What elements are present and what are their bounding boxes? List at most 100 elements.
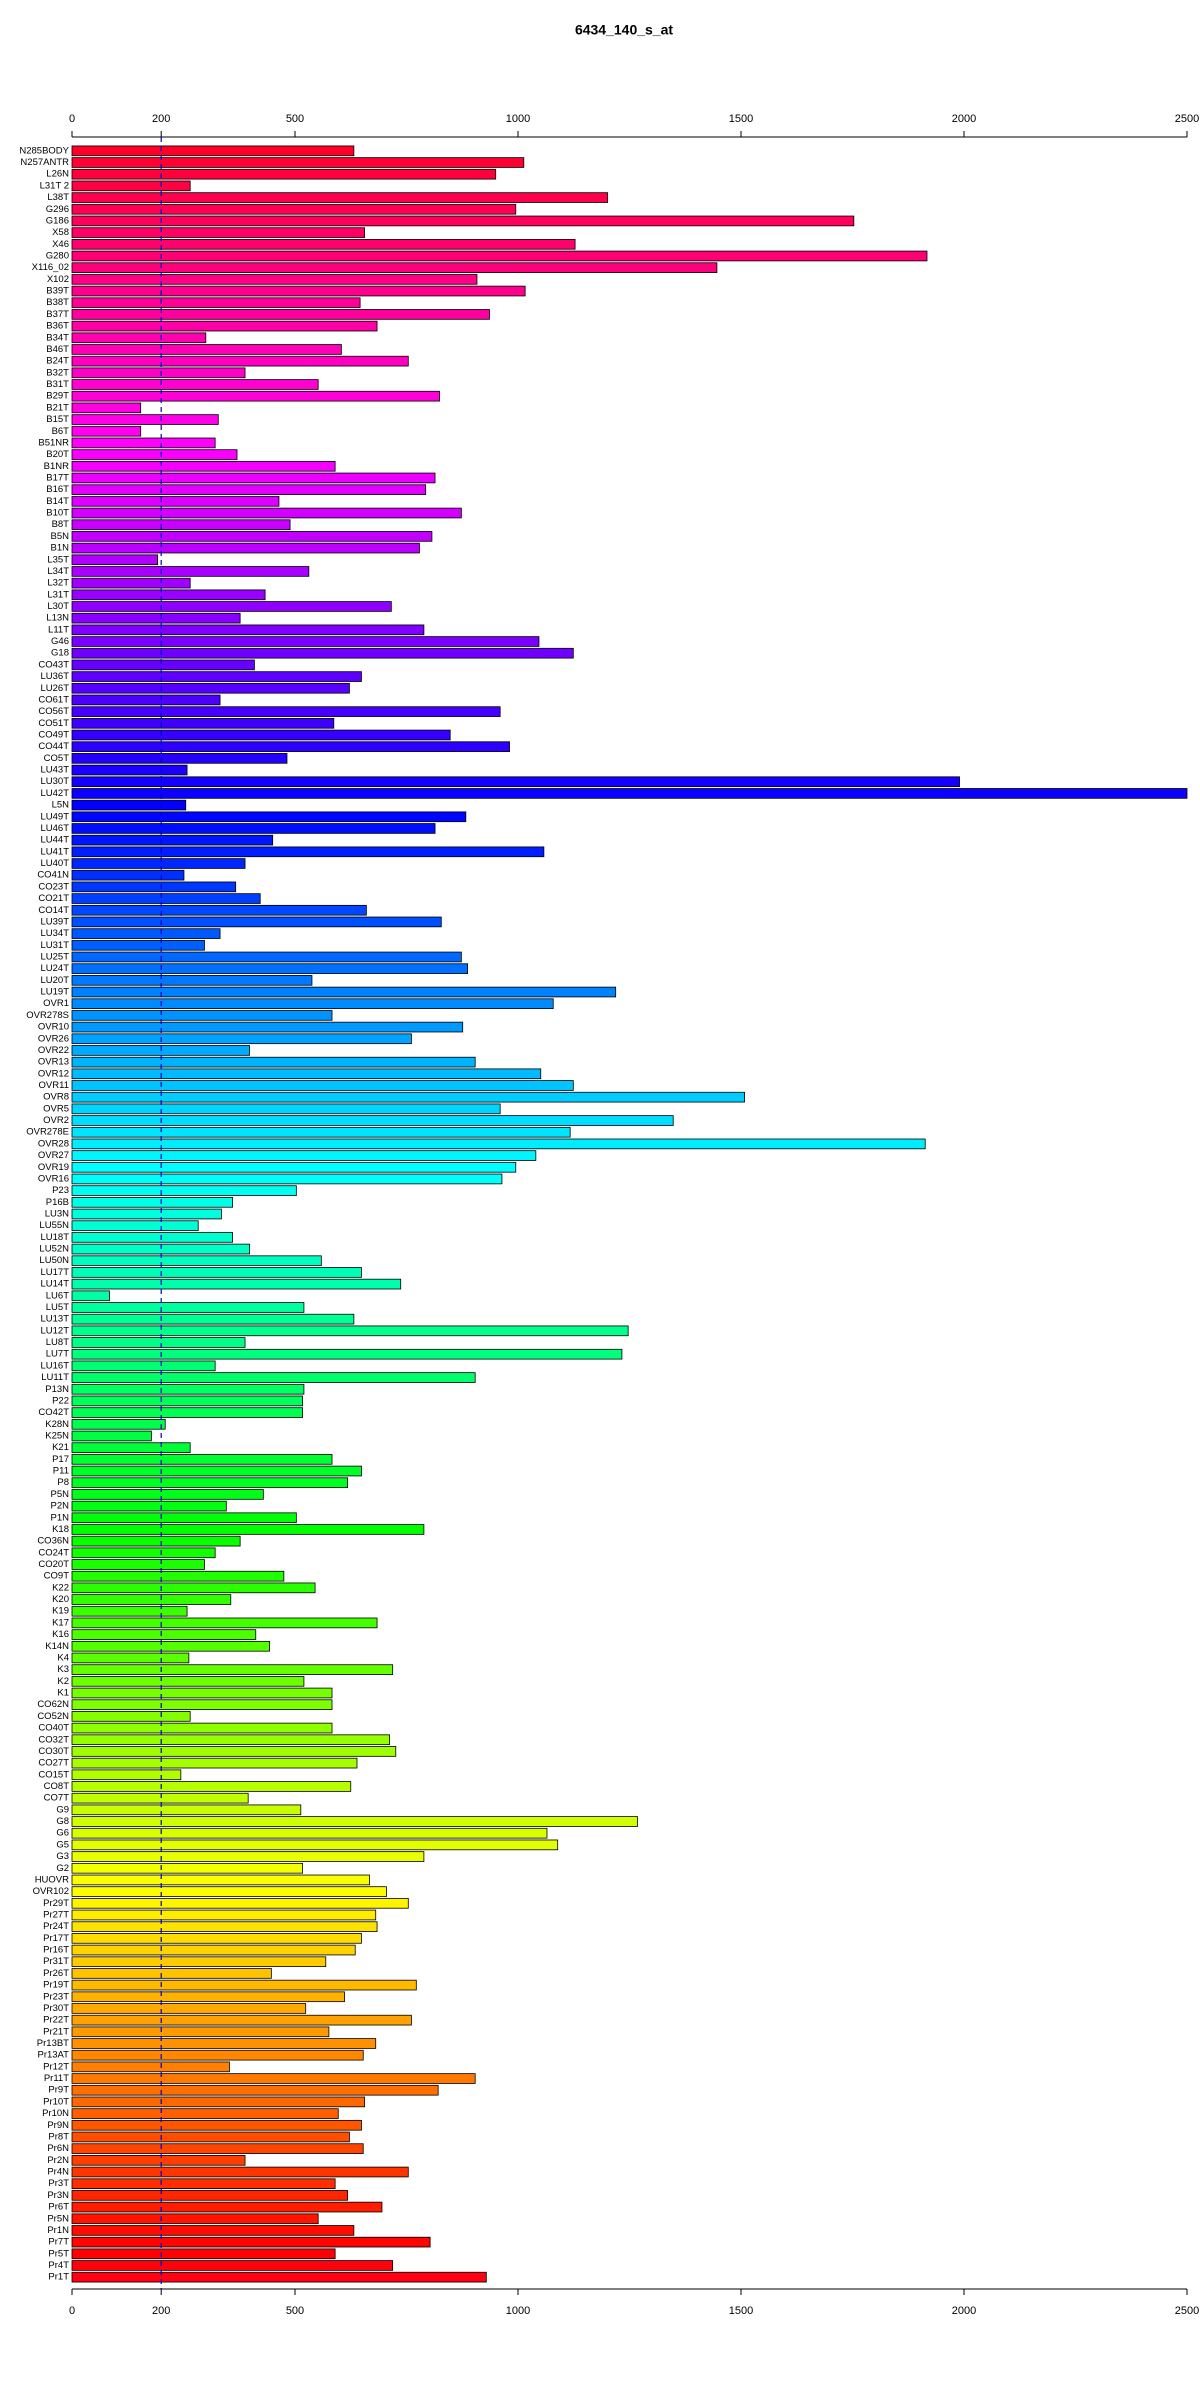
y-tick-label: B17T <box>46 472 69 483</box>
y-tick-label: L32T <box>47 578 69 589</box>
y-tick-label: B38T <box>46 297 69 308</box>
bar <box>71 647 574 659</box>
bar <box>71 916 442 928</box>
y-tick-label: Pr7T <box>48 2237 69 2248</box>
y-tick-label: B20T <box>46 449 69 460</box>
bar <box>71 1979 417 1991</box>
x-tick-label: 2000 <box>952 2305 976 2317</box>
bar <box>71 2225 355 2236</box>
y-tick-label: CO42T <box>38 1407 69 1418</box>
bar <box>71 2213 319 2225</box>
bar <box>71 928 221 939</box>
bar <box>71 1909 377 1921</box>
bar <box>71 1629 257 1640</box>
bar <box>71 1827 548 1839</box>
x-tick-label: 1500 <box>729 2305 753 2317</box>
y-tick-label: CO36N <box>37 1536 69 1547</box>
y-tick-label: B31T <box>46 379 69 390</box>
bar <box>71 2084 439 2096</box>
bar <box>71 729 451 741</box>
bar <box>71 566 310 577</box>
y-tick-label: OVR19 <box>38 1162 69 1173</box>
y-tick-label: Pr4N <box>47 2167 69 2178</box>
bar <box>71 1862 303 1874</box>
bar <box>71 1278 402 1290</box>
y-tick-label: L38T <box>47 192 69 203</box>
bar <box>71 1734 390 1746</box>
y-tick-label: CO41N <box>37 870 69 881</box>
y-tick-label: Pr13AT <box>37 2050 69 2061</box>
y-tick-label: L30T <box>47 601 69 612</box>
y-tick-label: CO61T <box>38 694 69 705</box>
y-tick-label: LU25T <box>40 951 69 962</box>
y-tick-label: LU31T <box>40 940 69 951</box>
y-tick-label: Pr5T <box>48 2248 69 2259</box>
bar <box>71 2096 365 2108</box>
bar <box>71 1173 503 1185</box>
bar <box>71 1407 303 1418</box>
y-tick-label: Pr5N <box>47 2213 69 2224</box>
bar <box>71 1337 246 1348</box>
y-tick-label: G280 <box>46 251 69 262</box>
y-tick-label: CO7T <box>44 1793 70 1804</box>
y-tick-label: LU8T <box>46 1337 69 1348</box>
y-tick-label: OVR278S <box>26 1010 69 1021</box>
bar <box>71 1033 412 1045</box>
bar <box>71 1652 190 1664</box>
bar <box>71 484 427 495</box>
bar <box>71 1115 674 1126</box>
bar <box>71 1430 152 1442</box>
y-tick-label: B15T <box>46 414 69 425</box>
bar <box>71 320 378 332</box>
y-tick-label: L5N <box>52 800 70 811</box>
y-tick-label: Pr3N <box>47 2190 69 2201</box>
y-tick-label: K4 <box>57 1652 69 1663</box>
bar <box>71 344 342 355</box>
y-tick-label: B37T <box>46 309 69 320</box>
y-tick-label: P23 <box>52 1185 69 1196</box>
bar <box>71 250 928 262</box>
y-tick-label: P22 <box>52 1395 69 1406</box>
bar <box>71 986 617 998</box>
y-tick-label: K19 <box>52 1606 69 1617</box>
y-tick-label: G8 <box>56 1816 69 1827</box>
bar <box>71 460 336 472</box>
y-tick-label: Pr21T <box>43 2026 69 2037</box>
bar <box>71 215 855 227</box>
bar <box>71 753 288 764</box>
bar <box>71 1570 285 1582</box>
bar <box>71 1991 345 2003</box>
y-tick-label: P17 <box>52 1454 69 1465</box>
y-tick-label: CO20T <box>38 1559 69 1570</box>
bar <box>71 1968 272 1979</box>
y-tick-label: N257ANTR <box>20 157 69 168</box>
bar <box>71 1056 476 1068</box>
bar <box>71 659 255 671</box>
bar <box>71 1395 303 1407</box>
bar <box>71 636 540 647</box>
y-tick-label: B21T <box>46 402 69 413</box>
bar <box>71 2038 377 2049</box>
bar <box>71 2061 230 2073</box>
y-tick-label: LU49T <box>40 811 69 822</box>
y-tick-label: CO40T <box>38 1723 69 1734</box>
x-tick-label: 200 <box>152 2305 170 2317</box>
bar <box>71 741 510 752</box>
bar <box>71 379 319 390</box>
bar <box>71 2260 394 2271</box>
bar <box>71 1372 476 1383</box>
y-tick-label: LU13T <box>40 1314 69 1325</box>
y-tick-label: B6T <box>52 426 70 437</box>
bar <box>71 1512 297 1524</box>
y-tick-label: LU50N <box>39 1255 69 1266</box>
y-tick-label: CO43T <box>38 659 69 670</box>
y-tick-label: CO5T <box>44 753 70 764</box>
bar <box>71 332 207 344</box>
y-tick-label: LU20T <box>40 975 69 986</box>
y-tick-label: B16T <box>46 484 69 495</box>
y-tick-label: Pr10N <box>42 2108 69 2119</box>
y-tick-label: Pr11T <box>44 2073 69 2084</box>
y-tick-label: LU12T <box>40 1325 69 1336</box>
y-tick-label: L31T 2 <box>40 180 69 191</box>
bar <box>71 1465 362 1477</box>
